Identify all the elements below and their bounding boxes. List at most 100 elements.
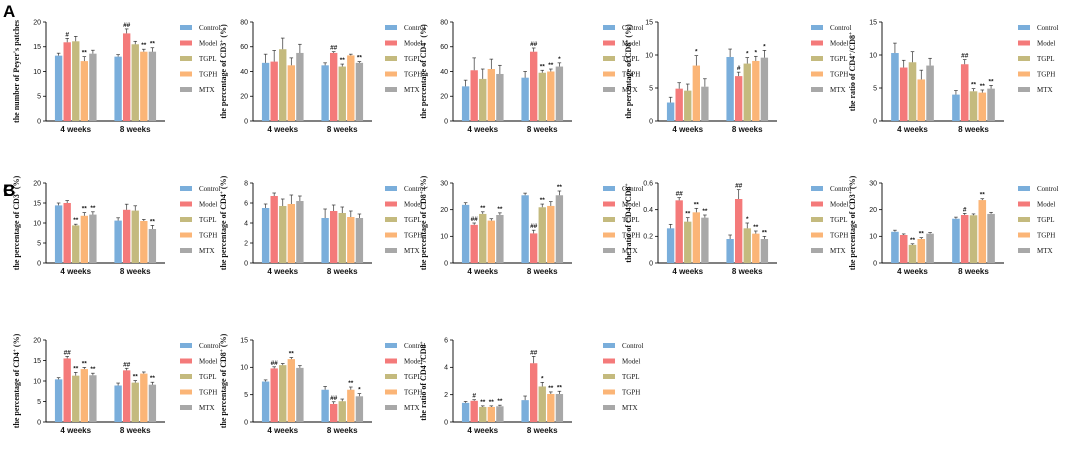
legend-swatch-mtx: [603, 405, 615, 410]
bar-tgph-4w: [487, 406, 496, 422]
y-tick-label: 5: [873, 85, 877, 92]
legend-label-model: Model: [404, 40, 422, 48]
bar-tgpl-8w: [743, 63, 751, 121]
legend-swatch-mtx: [811, 248, 823, 253]
y-tick-label: 0: [873, 118, 877, 125]
legend-swatch-control: [603, 25, 615, 30]
y-tick-label: 20: [869, 207, 877, 214]
bar-control-8w: [952, 218, 960, 263]
legend-label-tgpl: TGPL: [199, 216, 217, 224]
legend-label-model: Model: [404, 358, 422, 366]
legend: Control Model TGPL TGPH MTX: [603, 342, 643, 412]
y-axis-label: the percentage of CD3+ (%): [219, 24, 228, 119]
legend-label-model: Model: [1037, 40, 1055, 48]
legend-swatch-tgph: [180, 389, 192, 395]
bar-model-4w: [63, 358, 71, 422]
bar-model-8w: [329, 211, 338, 263]
significance-mark: **: [497, 206, 503, 213]
legend-swatch-tgph: [603, 71, 615, 77]
x-tick-label: 8 weeks: [732, 267, 763, 276]
legend-label-mtx: MTX: [622, 86, 638, 94]
significance-mark: **: [540, 63, 546, 70]
y-axis-label: the percentage of CD3+ (%): [12, 175, 21, 270]
y-tick-label: 0: [37, 260, 41, 267]
chart-1: 0 20 40 60 80 the percentage of CD3+ (%) 4 wee…: [219, 19, 425, 134]
legend-swatch-tgpl: [180, 374, 192, 379]
chart-2: 0 20 40 60 80 the percentage of CD4+ (%) 4 wee…: [419, 19, 643, 134]
y-tick-label: 20: [33, 180, 41, 187]
x-tick-label: 4 weeks: [60, 125, 91, 134]
legend-label-tgpl: TGPL: [404, 216, 422, 224]
legend-label-tgpl: TGPL: [1037, 216, 1055, 224]
significance-mark: *: [755, 49, 758, 56]
legend-label-tgpl: TGPL: [404, 55, 422, 63]
legend-label-tgpl: TGPL: [830, 216, 848, 224]
y-tick-label: 40: [240, 69, 248, 76]
bar-tgph-4w: [692, 65, 701, 121]
legend: Control Model TGPL TGPH MTX: [385, 342, 425, 412]
y-tick-label: 0.2: [643, 234, 653, 241]
bar-control-4w: [54, 55, 63, 121]
legend-swatch-tgpl: [603, 374, 615, 379]
legend-label-mtx: MTX: [199, 404, 215, 412]
y-axis-label: the ratio of CD4+/CD8+: [848, 32, 857, 111]
legend-label-tgph: TGPH: [1037, 232, 1055, 240]
bar-model-8w: [122, 209, 131, 263]
y-axis-label: the percentage of CD4+ (%): [419, 24, 428, 119]
legend-swatch-tgph: [385, 71, 397, 77]
significance-mark: ##: [271, 360, 279, 367]
x-tick-label: 4 weeks: [467, 267, 498, 276]
bar-mtx-8w: [355, 396, 364, 422]
legend-label-control: Control: [199, 342, 220, 350]
y-tick-label: 60: [240, 44, 248, 51]
legend-label-model: Model: [830, 40, 848, 48]
bar-mtx-4w: [296, 52, 304, 121]
legend-swatch-model: [180, 358, 192, 364]
significance-mark: ##: [530, 223, 538, 230]
significance-mark: #: [737, 65, 741, 72]
legend-swatch-model: [385, 201, 397, 207]
x-tick-label: 4 weeks: [60, 267, 91, 276]
significance-mark: *: [358, 387, 361, 394]
significance-mark: **: [150, 41, 156, 48]
legend-swatch-tgpl: [385, 217, 397, 222]
bar-mtx-8w: [148, 384, 157, 422]
legend-label-control: Control: [830, 185, 851, 193]
bar-model-8w: [529, 233, 538, 263]
legend-label-model: Model: [622, 40, 640, 48]
legend-label-tgph: TGPH: [622, 71, 640, 79]
significance-mark: **: [980, 192, 986, 199]
significance-mark: ##: [530, 41, 538, 48]
significance-mark: *: [541, 375, 544, 382]
legend-swatch-mtx: [180, 87, 192, 92]
bar-tgpl-4w: [908, 62, 917, 121]
legend-swatch-mtx: [180, 405, 192, 410]
legend-label-tgph: TGPH: [830, 232, 848, 240]
bar-mtx-4w: [89, 375, 97, 422]
significance-mark: *: [558, 56, 561, 63]
legend: Control Model TGPL TGPH MTX: [180, 185, 220, 255]
legend-label-model: Model: [1037, 201, 1055, 209]
panel-label-b: B: [3, 181, 15, 200]
bar-tgpl-4w: [279, 49, 287, 121]
significance-mark: **: [82, 206, 88, 213]
x-tick-label: 8 weeks: [327, 267, 358, 276]
significance-mark: **: [150, 375, 156, 382]
significance-mark: ##: [735, 183, 743, 190]
y-tick-label: 2: [244, 240, 248, 247]
bar-control-4w: [461, 402, 470, 422]
bar-model-8w: [529, 363, 538, 422]
chart-11: 0 5 10 15 the percentage of CD8+ (%) ## ** 4 we…: [219, 333, 425, 435]
legend-label-tgph: TGPH: [622, 232, 640, 240]
y-tick-label: 6: [444, 337, 448, 344]
bar-mtx-8w: [987, 88, 995, 121]
y-tick-label: 10: [440, 234, 448, 241]
significance-mark: **: [548, 385, 554, 392]
significance-mark: **: [82, 360, 88, 367]
bar-control-8w: [726, 56, 734, 122]
x-tick-label: 8 weeks: [327, 125, 358, 134]
legend-label-tgph: TGPH: [1037, 71, 1055, 79]
legend-swatch-tgpl: [1018, 217, 1030, 222]
